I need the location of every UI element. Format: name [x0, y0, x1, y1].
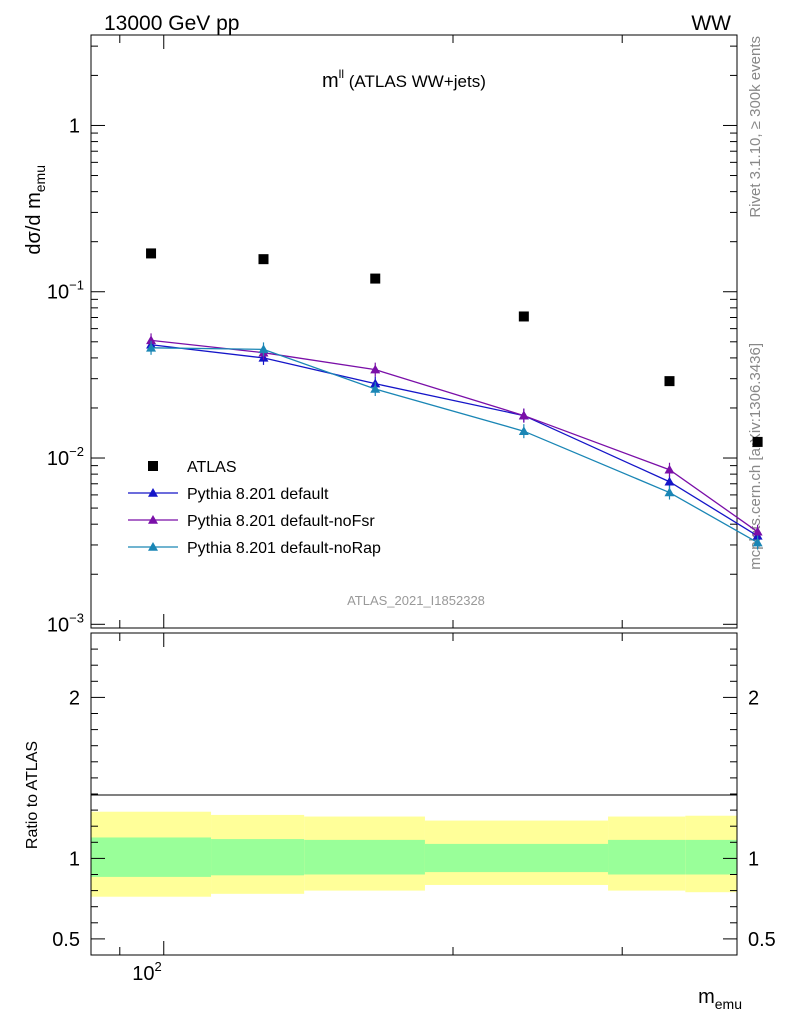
x-axis-label: memu	[698, 986, 742, 1012]
legend-marker	[148, 542, 158, 551]
y-axis-label: dσ/d memu	[23, 165, 48, 255]
mcplots-label: mcplots.cern.ch [arXiv:1306.3436]	[747, 343, 764, 570]
ratio-y-tick-label: 1	[69, 848, 80, 870]
series-0	[146, 248, 763, 447]
y-tick-label: 10−3	[47, 610, 84, 636]
rivet-version-label: Rivet 3.1.10, ≥ 300k events	[747, 36, 764, 218]
y-tick-label: 1	[69, 115, 80, 137]
data-point	[146, 342, 157, 352]
y-tick-label-base: 10	[47, 282, 69, 304]
stat-uncertainty-band	[91, 837, 212, 877]
data-point	[518, 410, 529, 420]
data-point	[752, 526, 763, 536]
legend: ATLAS Pythia 8.201 default Pythia 8.201 de…	[128, 459, 381, 557]
data-point	[664, 487, 675, 497]
x-tick-100-base: 10	[132, 963, 154, 985]
uncertainty-bands	[91, 811, 737, 897]
main-y-ticks: 110−110−210−3	[47, 45, 737, 636]
series-line	[151, 347, 758, 544]
series-3	[146, 340, 763, 550]
header-right-text: WW	[691, 12, 731, 35]
ratio-panel-frame	[90, 632, 738, 956]
stat-uncertainty-band	[608, 839, 686, 875]
data-point	[146, 335, 157, 345]
data-point	[518, 311, 529, 322]
data-point	[664, 464, 675, 474]
stat-uncertainty-band	[424, 843, 609, 873]
y-tick-label-exp: −3	[69, 610, 84, 625]
legend-label: Pythia 8.201 default	[187, 486, 329, 503]
series-2	[146, 333, 763, 539]
series-layer	[146, 248, 763, 550]
ratio-y-ticks: 2 2 1 1 0.5 0.5	[52, 648, 776, 951]
x-axis-label-main: m	[698, 986, 715, 1008]
main-x-ticks	[119, 35, 623, 628]
y-tick-label-base: 10	[47, 614, 69, 636]
series-line	[150, 339, 758, 533]
data-point	[146, 248, 157, 259]
analysis-watermark: ATLAS_2021_I1852328	[347, 593, 485, 608]
ratio-y-tick-label-right: 1	[748, 848, 759, 870]
y-tick-label-base: 10	[47, 448, 69, 470]
stat-uncertainty-band	[211, 839, 305, 876]
ratio-y-tick-label: 2	[69, 687, 80, 709]
series-line	[150, 344, 758, 537]
x-axis-label-sub: emu	[715, 996, 742, 1012]
data-point	[370, 364, 381, 374]
ratio-y-tick-label-right: 0.5	[748, 929, 776, 951]
ratio-x-ticks	[119, 633, 623, 955]
y-tick-label: 10−1	[47, 278, 84, 304]
header-left-text: 13000 GeV pp	[104, 12, 239, 35]
data-point	[258, 254, 269, 265]
legend-label: ATLAS	[187, 459, 237, 476]
data-point	[258, 344, 269, 354]
data-point	[370, 273, 381, 284]
legend-marker	[148, 488, 158, 497]
ratio-y-axis-label: Ratio to ATLAS	[24, 741, 41, 849]
y-axis-label-main: dσ/d m	[23, 192, 45, 254]
chart-title-main: m	[322, 70, 339, 92]
y-axis-label-sub: emu	[32, 165, 48, 192]
main-panel: 110−110−210−3 mll (ATLAS WW+jets) dσ/d m…	[23, 34, 763, 636]
chart-title-sup: ll	[339, 67, 344, 81]
ratio-y-tick-label-right: 2	[748, 687, 759, 709]
legend-label: Pythia 8.201 default-noFsr	[187, 513, 375, 530]
y-tick-label: 10−2	[47, 444, 84, 470]
y-tick-label-exp: −2	[69, 444, 84, 459]
data-point	[752, 436, 763, 447]
y-tick-label-exp: −1	[69, 278, 84, 293]
data-point	[518, 426, 529, 435]
ratio-panel: 2 21 10.5 0.5 Ratio to ATLAS 102 memu	[24, 632, 776, 1012]
legend-label: Pythia 8.201 default-noRap	[187, 540, 381, 557]
chart-title: mll (ATLAS WW+jets)	[322, 67, 486, 92]
data-point	[664, 476, 675, 486]
ratio-y-tick-label: 0.5	[52, 929, 80, 951]
legend-marker	[148, 461, 158, 471]
y-tick-label-base: 1	[69, 115, 80, 137]
data-point	[370, 384, 381, 393]
x-tick-100-label: 102	[132, 959, 161, 985]
data-point	[664, 376, 675, 387]
chart-title-rest: (ATLAS WW+jets)	[344, 72, 486, 91]
x-tick-100-exp: 2	[155, 959, 162, 974]
legend-marker	[148, 515, 158, 524]
main-panel-frame	[90, 34, 738, 629]
stat-uncertainty-band	[685, 839, 737, 875]
stat-uncertainty-band	[304, 839, 425, 875]
data-point	[752, 537, 763, 547]
